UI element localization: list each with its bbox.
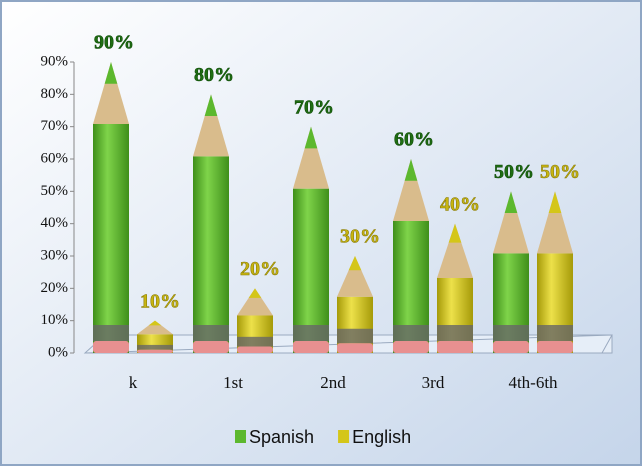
- value-label: 80%: [194, 64, 234, 86]
- y-tick-label: 20%: [41, 280, 69, 296]
- legend-swatch: [235, 430, 246, 443]
- pencil-eraser: [493, 341, 529, 353]
- x-tick-label: 4th-6th: [508, 373, 558, 392]
- pencil-ferrule: [393, 325, 429, 341]
- x-tick-label: 1st: [223, 373, 243, 392]
- pencil-ferrule: [137, 345, 173, 350]
- value-label: 40%: [440, 193, 480, 215]
- value-label: 30%: [340, 226, 380, 248]
- legend-swatch: [338, 430, 349, 443]
- pencil-eraser: [437, 341, 473, 353]
- value-label: 60%: [394, 129, 434, 151]
- pencil-ferrule: [493, 325, 529, 341]
- x-tick-label: 2nd: [320, 373, 346, 392]
- pencil-ferrule: [337, 329, 373, 344]
- pencil-eraser: [137, 350, 173, 353]
- value-label: 20%: [240, 258, 280, 280]
- y-tick-label: 30%: [41, 247, 69, 263]
- y-tick-label: 50%: [41, 183, 69, 199]
- x-tick-label: k: [129, 373, 138, 392]
- value-label: 50%: [494, 161, 534, 183]
- legend-label: English: [352, 427, 411, 447]
- pencil-eraser: [537, 341, 573, 353]
- y-tick-label: 40%: [41, 215, 69, 231]
- chart: 0% 10% 20% 30% 40% 50% 60% 70% 80% 90% k 90% 10% 1st 8…: [0, 0, 642, 466]
- y-tick-label: 90%: [41, 53, 69, 69]
- pencil-ferrule: [293, 325, 329, 341]
- value-label: 50%: [540, 161, 580, 183]
- y-tick-label: 10%: [41, 312, 69, 328]
- pencil-eraser: [393, 341, 429, 353]
- y-tick-label: 70%: [41, 118, 69, 134]
- pencil-bar: [93, 62, 129, 353]
- pencil-ferrule: [237, 337, 273, 347]
- y-tick-label: 60%: [41, 150, 69, 166]
- value-label: 10%: [140, 290, 180, 312]
- pencil-body: [93, 124, 129, 353]
- value-label: 70%: [294, 96, 334, 118]
- pencil-eraser: [93, 341, 129, 353]
- pencil-eraser: [237, 347, 273, 353]
- pencil-ferrule: [193, 325, 229, 341]
- pencil-ferrule: [537, 325, 573, 341]
- y-tick-label: 80%: [41, 86, 69, 102]
- legend-label: Spanish: [249, 427, 314, 447]
- pencil-eraser: [193, 341, 229, 353]
- pencil-eraser: [337, 343, 373, 353]
- y-tick-label: 0%: [48, 344, 68, 360]
- pencil-ferrule: [437, 325, 473, 341]
- pencil-ferrule: [93, 325, 129, 341]
- value-label: 90%: [94, 32, 134, 54]
- x-tick-label: 3rd: [422, 373, 445, 392]
- pencil-eraser: [293, 341, 329, 353]
- pencil-body: [193, 156, 229, 353]
